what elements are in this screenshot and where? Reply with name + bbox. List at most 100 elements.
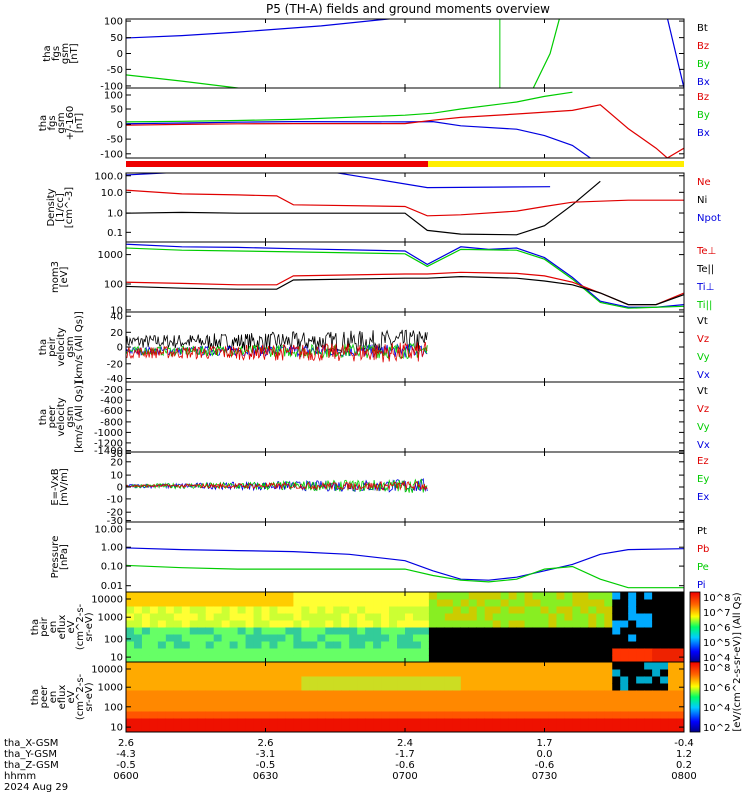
ylabel-temp-1: [eV] <box>59 267 70 288</box>
ephem-value-2-4: 0.2 <box>676 760 692 771</box>
ylabel-fgs-1: fgs <box>51 46 62 61</box>
ytick-temp-1: 100 <box>104 280 123 291</box>
ephem-value-3-4: 0800 <box>671 771 696 782</box>
ylabel-peer_spec-5: (cm^2-s- <box>75 673 86 720</box>
ytick-peir_vel-2: 0 <box>117 343 123 354</box>
ytick-peer_vel-2: -600 <box>100 406 123 417</box>
panel-fgs_dsl-plot <box>126 91 684 158</box>
series-density-Npot <box>126 173 551 189</box>
series-pressure-Pt <box>126 516 238 521</box>
ytick-density-3: 0.1 <box>107 228 123 239</box>
ytick-efield-4: -10 <box>107 494 123 505</box>
ylabel-peir_vel-2: velocity <box>56 327 67 366</box>
ephem-value-3-1: 0630 <box>253 771 278 782</box>
ephem-label-3: hhmm <box>4 771 36 782</box>
ytick-fgs-2: 0 <box>117 49 123 60</box>
colorbar-tick-0-2: 10^6 <box>703 623 730 634</box>
ylabel-peir_vel-0: tha <box>38 339 49 355</box>
ytick-density-1: 10.0 <box>101 188 123 199</box>
colorbar-tick-1-1: 10^6 <box>703 683 730 694</box>
panel-density: 100.0 10.0 1.0 0.1 Density[1/cc][cm^-3] Ne Ni N… <box>46 161 721 243</box>
legend-pressure-Pe: Pe <box>697 562 709 573</box>
colorbars: 10^810^710^610^510^410^810^610^410^2 [eV/… <box>689 591 743 734</box>
ytick-fgs_dsl-0: 100 <box>104 91 123 102</box>
ytick-peer_vel-5: -1200 <box>94 438 123 449</box>
legend-peer_vel-Vy: Vy <box>697 422 710 433</box>
ephem-value-0-1: 2.6 <box>258 738 274 749</box>
series-density-Ni <box>126 180 601 236</box>
ytick-temp-2: 10 <box>110 305 123 316</box>
ytick-fgs-4: -100 <box>100 81 123 92</box>
legend-temp-Te||: Te|| <box>696 264 714 275</box>
series-pressure-Pe <box>126 564 684 589</box>
legend-fgs-By: By <box>697 59 710 70</box>
legend-pressure-Pb: Pb <box>697 544 709 555</box>
ylabel-fgs_dsl-0: tha <box>38 115 49 131</box>
ephem-value-1-0: -4.3 <box>116 749 136 760</box>
ephem-value-3-0: 0600 <box>113 771 138 782</box>
ylabel-peer_vel-2: velocity <box>56 397 67 436</box>
ytick-peir_vel-1: 20 <box>110 328 123 339</box>
panel-temp: 1000 100 10 mom3[eV] Te⊥ Te|| Ti⊥ Ti|| <box>50 241 716 316</box>
ylabel-peer_vel-0: tha <box>38 409 49 425</box>
ephem-value-3-2: 0700 <box>392 771 417 782</box>
ytick-efield-6: -30 <box>107 516 123 527</box>
ylabel-efield-1: [mV/m] <box>59 468 70 506</box>
ylabel-peir_spec-3: eflux <box>57 615 68 640</box>
ylabel-peir_spec-6: sr-eV) <box>84 612 95 641</box>
ytick-peer_spec-2: 100 <box>104 702 123 713</box>
ytick-peir_spec-1: 1000 <box>98 613 123 624</box>
ephem-value-2-0: -0.5 <box>116 760 136 771</box>
colorbar-tick-1-0: 10^8 <box>703 663 730 674</box>
ylabel-fgs-3: [nT] <box>69 43 80 63</box>
ytick-peir_vel-4: -40 <box>107 374 123 385</box>
region-bar-yellow <box>428 161 684 167</box>
ylabel-peir_spec-1: peir <box>39 616 50 636</box>
ytick-pressure-0: 10.00 <box>94 525 123 536</box>
ytick-peir_spec-3: 10 <box>110 653 123 664</box>
colorbar-1 <box>689 661 701 733</box>
ytick-efield-1: 20 <box>110 457 123 468</box>
legend-peir_vel-Vy: Vy <box>697 352 710 363</box>
legend-fgs-Bx: Bx <box>697 77 710 88</box>
ytick-density-2: 1.0 <box>107 209 123 220</box>
legend-temp-Ti||: Ti|| <box>696 300 712 311</box>
ytick-peer_vel-0: -200 <box>100 385 123 396</box>
ephem-value-2-3: -0.6 <box>535 760 555 771</box>
ylabel-peer_spec-0: tha <box>30 689 41 705</box>
panel-peir_vel-plot <box>126 329 428 363</box>
legend-fgs-Bz: Bz <box>697 41 709 52</box>
ylabel-peer_vel-1: peer <box>47 405 58 429</box>
colorbar-tick-0-0: 10^8 <box>703 593 730 604</box>
legend-efield-Ex: Ex <box>697 492 709 503</box>
ytick-peer_vel-1: -400 <box>100 396 123 407</box>
ytick-peer_vel-3: -800 <box>100 417 123 428</box>
series-density-Ne <box>126 189 684 217</box>
ytick-pressure-2: 0.10 <box>101 562 123 573</box>
ytick-density-0: 100.0 <box>94 171 123 182</box>
ylabel-fgs-0: tha <box>42 45 53 61</box>
legend-fgs_dsl-Bx: Bx <box>697 128 710 139</box>
ylabel-fgs_dsl-1: fgs <box>47 115 58 130</box>
ylabel-density-0: Density <box>46 188 57 226</box>
ylabel-peir_vel-4: [km/s (All Qs)] <box>74 311 85 383</box>
ytick-peir_vel-0: 40 <box>110 312 123 323</box>
ytick-efield-0: 30 <box>110 449 123 460</box>
ytick-fgs_dsl-4: -100 <box>100 149 123 160</box>
legend-efield-Ez: Ez <box>697 456 709 467</box>
ylabel-peer_spec-1: peer <box>39 685 50 709</box>
ephem-label-1: tha_Y-GSM <box>4 749 57 760</box>
ytick-peir_spec-2: 100 <box>104 634 123 645</box>
legend-density-Ni: Ni <box>697 195 707 206</box>
series-temp-Ti|| <box>126 247 684 309</box>
panel-pressure-plot <box>126 516 684 589</box>
plot-title: P5 (TH-A) fields and ground moments over… <box>266 2 550 16</box>
ephem-value-0-0: 2.6 <box>118 738 134 749</box>
ephem-label-0: tha_X-GSM <box>4 738 58 749</box>
ylabel-peir_vel-3: gsm <box>65 336 76 357</box>
ephem-value-0-2: 2.4 <box>397 738 413 749</box>
ytick-pressure-1: 1.00 <box>101 543 123 554</box>
ytick-peer_spec-3: 10 <box>110 723 123 734</box>
